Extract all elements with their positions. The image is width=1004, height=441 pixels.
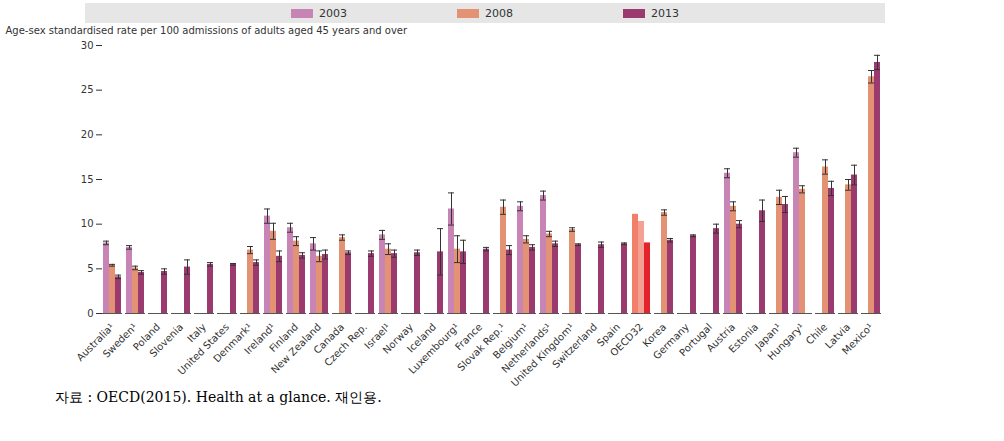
svg-text:Slovenia: Slovenia	[147, 321, 185, 359]
svg-text:Norway: Norway	[380, 321, 416, 356]
svg-text:Korea: Korea	[640, 321, 669, 350]
svg-text:30: 30	[81, 40, 94, 51]
svg-text:Sweden¹: Sweden¹	[101, 321, 140, 360]
svg-text:Age-sex standardised rate per: Age-sex standardised rate per 100 admiss…	[6, 25, 408, 36]
svg-text:Hungary¹: Hungary¹	[765, 321, 806, 362]
svg-text:France: France	[452, 321, 485, 353]
html-text:2013: 2013	[651, 6, 679, 20]
svg-text:Netherlands¹: Netherlands¹	[499, 321, 554, 375]
svg-text:Ireland¹: Ireland¹	[242, 321, 278, 357]
svg-text:Portugal: Portugal	[677, 321, 714, 358]
svg-text:Chile: Chile	[803, 321, 830, 347]
svg-text:Belgium¹: Belgium¹	[490, 321, 531, 361]
svg-text:New Zealand: New Zealand	[268, 321, 324, 376]
svg-text:10: 10	[81, 218, 94, 229]
svg-text:20: 20	[81, 129, 94, 140]
svg-text:United States: United States	[175, 321, 232, 377]
svg-text:Czech Rep.: Czech Rep.	[322, 321, 369, 368]
svg-text:Iceland: Iceland	[404, 321, 439, 355]
svg-text:Italy: Italy	[185, 321, 209, 345]
svg-text:Poland: Poland	[130, 321, 163, 353]
svg-text:OECD32: OECD32	[608, 321, 645, 358]
svg-text:Japan¹: Japan¹	[752, 321, 784, 352]
svg-text:Germany: Germany	[650, 321, 692, 362]
svg-text:25: 25	[81, 84, 94, 95]
svg-text:Israel¹: Israel¹	[362, 321, 393, 352]
svg-text:15: 15	[81, 174, 94, 185]
svg-text:Australia¹: Australia¹	[74, 321, 117, 364]
svg-text:Canada: Canada	[311, 321, 347, 356]
svg-text:Finland: Finland	[267, 321, 301, 355]
html-text:자료 : OECD(2015). Health at a g: 자료 : OECD(2015). Health at a glance. 재인용…	[55, 389, 382, 405]
svg-text:Latvia: Latvia	[822, 321, 853, 351]
svg-text:Denmark¹: Denmark¹	[211, 321, 255, 365]
svg-text:Spain: Spain	[594, 321, 623, 349]
svg-text:Estonia: Estonia	[726, 321, 760, 355]
svg-text:Mexico¹: Mexico¹	[840, 321, 875, 356]
svg-text:0: 0	[87, 308, 93, 319]
svg-text:United Kingdom¹: United Kingdom¹	[508, 321, 577, 389]
html-text:2008: 2008	[485, 6, 513, 20]
html-text:2003: 2003	[319, 6, 347, 20]
svg-text:Slovak Rep.¹: Slovak Rep.¹	[455, 321, 508, 374]
svg-text:5: 5	[87, 263, 93, 274]
svg-text:Austria: Austria	[704, 321, 738, 354]
svg-text:Switzerland: Switzerland	[550, 321, 599, 370]
svg-text:Luxembourg¹: Luxembourg¹	[406, 321, 461, 376]
